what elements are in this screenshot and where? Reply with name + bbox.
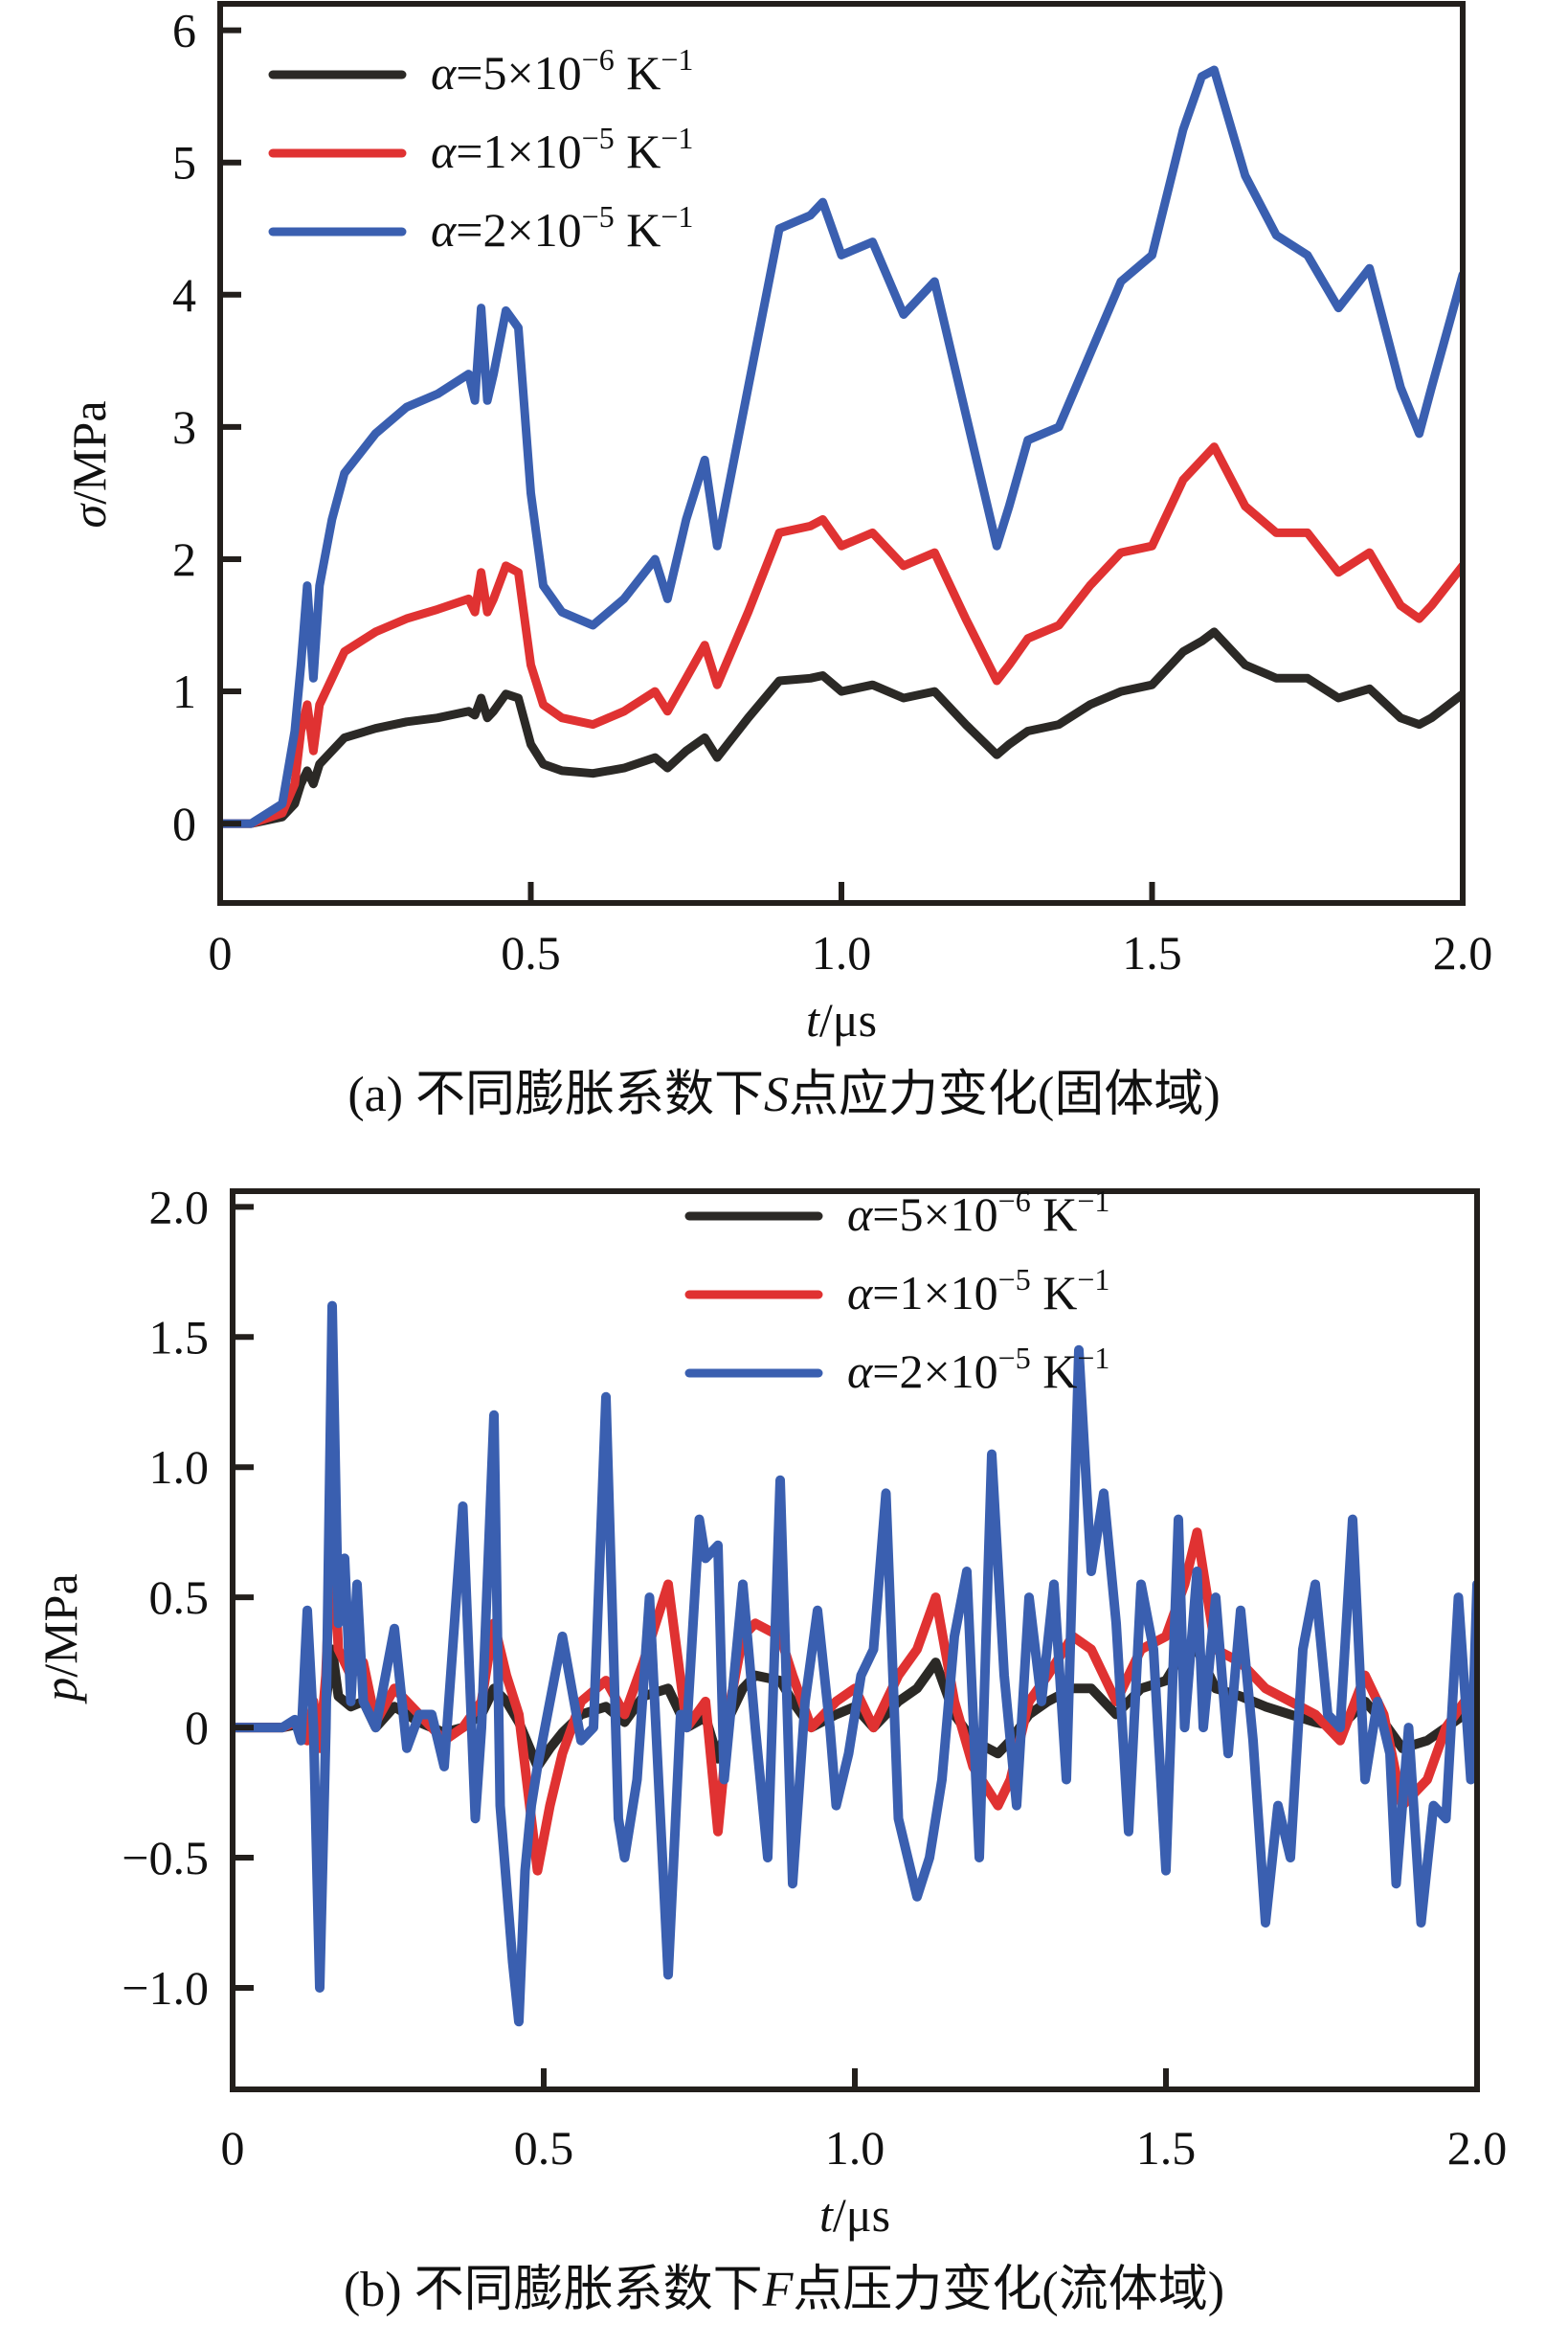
y-tick-label: 5 — [172, 136, 196, 190]
y-tick-label: 0 — [172, 797, 196, 850]
y-axis-title: σ/MPa — [62, 400, 116, 528]
legend-item: α=5×10−6 K−1 — [684, 1184, 1109, 1241]
x-tick-label: 0 — [221, 2121, 245, 2175]
y-axis-title: p/MPa — [34, 1573, 87, 1703]
y-tick-label: 4 — [172, 268, 196, 322]
y-tick-label: 3 — [172, 400, 196, 454]
series-line-3 — [233, 1300, 1477, 2027]
legend-label: α=1×10−5 K−1 — [431, 121, 693, 178]
plot-frame — [217, 1, 1466, 906]
x-tick-label: 0.5 — [514, 2121, 574, 2175]
x-tick-label: 2.0 — [1447, 2121, 1508, 2175]
x-tick-label: 1.5 — [1136, 2121, 1197, 2175]
x-axis-title: t/μs — [806, 993, 877, 1047]
y-tick-label: 0.5 — [149, 1570, 210, 1624]
legend: α=5×10−6 K−1 α=1×10−5 K−1 α=2×10−5 K−1 — [684, 1184, 1109, 1398]
legend-item: α=1×10−5 K−1 — [684, 1262, 1109, 1320]
x-tick-label: 0 — [209, 926, 233, 980]
legend-item: α=2×10−5 K−1 — [268, 199, 693, 257]
y-tick-label: 1.0 — [149, 1440, 210, 1494]
plot-area — [220, 65, 1463, 828]
series-line-3 — [220, 65, 1463, 828]
series-line-1 — [220, 627, 1463, 828]
y-tick-label: 6 — [172, 4, 196, 57]
chart-b: −1.0 −0.5 0 0.5 1.0 1.5 2.0 0 0.5 1.0 1.5 2.0 t/μs p/… — [34, 1180, 1507, 2317]
chart-a: 0 1 2 3 4 5 6 0 0.5 1.0 1.5 2.0 t/μs σ/MPa α=5×10−6 K−… — [62, 1, 1493, 1122]
y-tick-label: −1.0 — [122, 1961, 209, 2015]
y-tick-label: 2.0 — [149, 1180, 210, 1233]
y-tick-label: 0 — [185, 1701, 209, 1754]
series-line-2 — [220, 442, 1463, 828]
legend-label: α=2×10−5 K−1 — [431, 199, 693, 257]
plot-area — [233, 1300, 1477, 2027]
y-tick-label: −0.5 — [122, 1831, 209, 1884]
x-tick-label: 1.0 — [825, 2121, 885, 2175]
legend: α=5×10−6 K−1 α=1×10−5 K−1 α=2×10−5 K−1 — [268, 42, 693, 257]
y-tick-label: 1.5 — [149, 1310, 210, 1364]
x-tick-label: 2.0 — [1433, 926, 1493, 980]
x-axis-title: t/μs — [819, 2188, 890, 2242]
y-tick-label: 1 — [172, 665, 196, 718]
legend-label: α=2×10−5 K−1 — [847, 1341, 1109, 1398]
plot-frame — [230, 1188, 1480, 2092]
figure-caption: (b) 不同膨胀系数下F点压力变化(流体域) — [344, 2263, 1224, 2317]
legend-label: α=5×10−6 K−1 — [847, 1184, 1109, 1241]
y-tick-label: 2 — [172, 532, 196, 586]
legend-item: α=2×10−5 K−1 — [684, 1341, 1109, 1398]
legend-label: α=5×10−6 K−1 — [431, 42, 693, 100]
legend-item: α=5×10−6 K−1 — [268, 42, 693, 100]
x-tick-label: 1.5 — [1122, 926, 1182, 980]
legend-item: α=1×10−5 K−1 — [268, 121, 693, 178]
x-tick-label: 1.0 — [812, 926, 872, 980]
legend-label: α=1×10−5 K−1 — [847, 1262, 1109, 1320]
figure-caption: (a) 不同膨胀系数下S点应力变化(固体域) — [347, 1068, 1220, 1122]
x-tick-label: 0.5 — [501, 926, 561, 980]
